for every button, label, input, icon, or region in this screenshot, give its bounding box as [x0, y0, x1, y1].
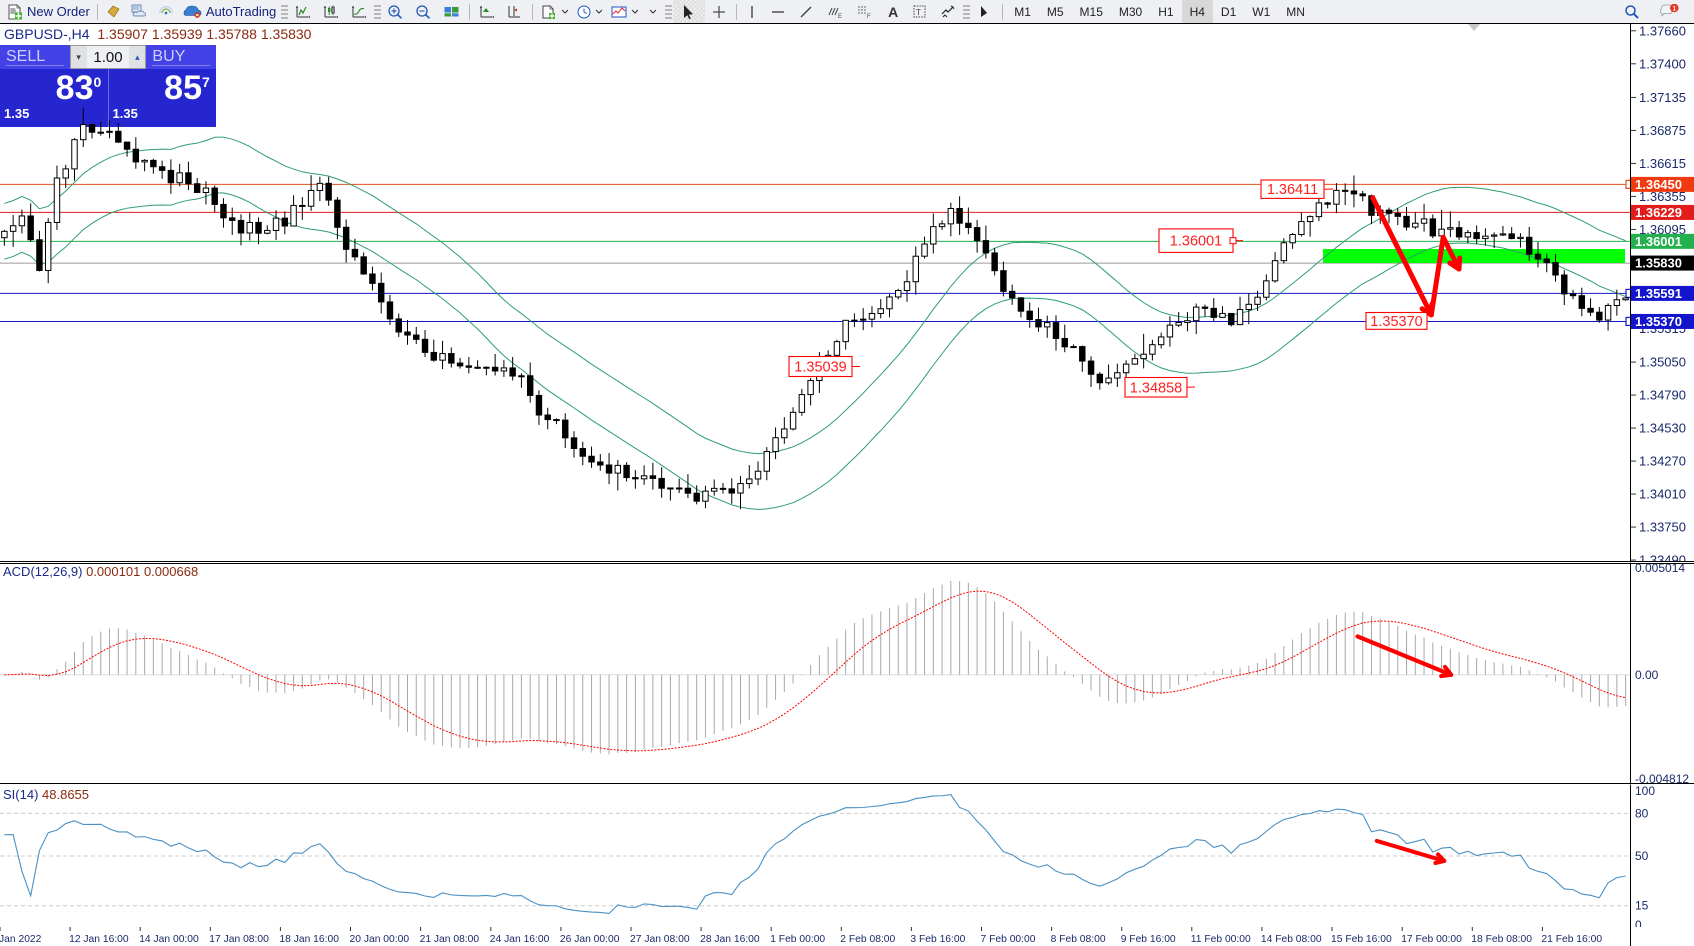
svg-text:1.35370: 1.35370: [1370, 314, 1422, 330]
svg-text:18 Jan 16:00: 18 Jan 16:00: [279, 934, 339, 945]
svg-text:24 Jan 16:00: 24 Jan 16:00: [490, 934, 550, 945]
svg-text:1.35370: 1.35370: [1635, 314, 1682, 329]
svg-text:1.35039: 1.35039: [794, 360, 846, 376]
svg-text:9 Feb 16:00: 9 Feb 16:00: [1121, 934, 1176, 945]
svg-text:15: 15: [1635, 899, 1649, 913]
svg-text:1.35830: 1.35830: [1635, 256, 1682, 271]
svg-text:1.36875: 1.36875: [1639, 123, 1686, 138]
svg-text:1 Feb 00:00: 1 Feb 00:00: [770, 934, 825, 945]
svg-text:17 Feb 00:00: 17 Feb 00:00: [1401, 934, 1462, 945]
svg-text:-0.004812: -0.004812: [1635, 772, 1689, 783]
svg-text:15 Feb 16:00: 15 Feb 16:00: [1331, 934, 1392, 945]
svg-text:14 Feb 08:00: 14 Feb 08:00: [1261, 934, 1322, 945]
svg-text:1.33490: 1.33490: [1639, 553, 1686, 561]
svg-text:1.35591: 1.35591: [1635, 286, 1682, 301]
svg-text:1.36229: 1.36229: [1635, 205, 1682, 220]
svg-text:100: 100: [1635, 785, 1655, 798]
svg-text:1.36411: 1.36411: [1267, 182, 1318, 198]
svg-text:27 Jan 08:00: 27 Jan 08:00: [630, 934, 690, 945]
svg-text:21 Feb 16:00: 21 Feb 16:00: [1541, 934, 1602, 945]
svg-text:1.37135: 1.37135: [1639, 90, 1686, 105]
svg-text:T: T: [916, 8, 921, 17]
svg-text:1.33750: 1.33750: [1639, 520, 1686, 535]
svg-text:2 Feb 08:00: 2 Feb 08:00: [840, 934, 895, 945]
svg-text:21 Jan 08:00: 21 Jan 08:00: [420, 934, 480, 945]
svg-text:20 Jan 00:00: 20 Jan 00:00: [350, 934, 410, 945]
svg-text:18 Feb 08:00: 18 Feb 08:00: [1471, 934, 1532, 945]
svg-text:1.36001: 1.36001: [1635, 234, 1682, 249]
svg-text:7 Feb 00:00: 7 Feb 00:00: [981, 934, 1036, 945]
svg-text:3 Feb 16:00: 3 Feb 16:00: [910, 934, 965, 945]
svg-text:1.34858: 1.34858: [1130, 380, 1182, 396]
svg-text:11 Feb 00:00: 11 Feb 00:00: [1191, 934, 1251, 945]
svg-text:26 Jan 00:00: 26 Jan 00:00: [560, 934, 620, 945]
svg-text:E: E: [838, 14, 842, 20]
svg-text:12 Jan 16:00: 12 Jan 16:00: [69, 934, 129, 945]
svg-text:8 Feb 08:00: 8 Feb 08:00: [1051, 934, 1106, 945]
svg-text:1.37400: 1.37400: [1639, 56, 1686, 71]
svg-text:50: 50: [1635, 849, 1649, 863]
svg-text:80: 80: [1635, 806, 1649, 820]
svg-text:F: F: [867, 14, 871, 20]
svg-text:0.00: 0.00: [1635, 668, 1659, 682]
svg-text:1.37660: 1.37660: [1639, 24, 1686, 38]
svg-text:1.36615: 1.36615: [1639, 156, 1686, 171]
svg-text:Jan 2022: Jan 2022: [0, 934, 42, 945]
svg-text:1.36001: 1.36001: [1170, 234, 1222, 250]
svg-text:1.36450: 1.36450: [1635, 177, 1682, 192]
svg-text:1.34270: 1.34270: [1639, 454, 1686, 469]
svg-text:1.34530: 1.34530: [1639, 421, 1686, 436]
svg-text:1.34790: 1.34790: [1639, 388, 1686, 403]
svg-text:1.34010: 1.34010: [1639, 487, 1686, 502]
svg-text:1.35050: 1.35050: [1639, 355, 1686, 370]
svg-text:14 Jan 00:00: 14 Jan 00:00: [139, 934, 199, 945]
svg-text:28 Jan 16:00: 28 Jan 16:00: [700, 934, 760, 945]
svg-text:0: 0: [1635, 918, 1642, 927]
svg-text:17 Jan 08:00: 17 Jan 08:00: [209, 934, 269, 945]
